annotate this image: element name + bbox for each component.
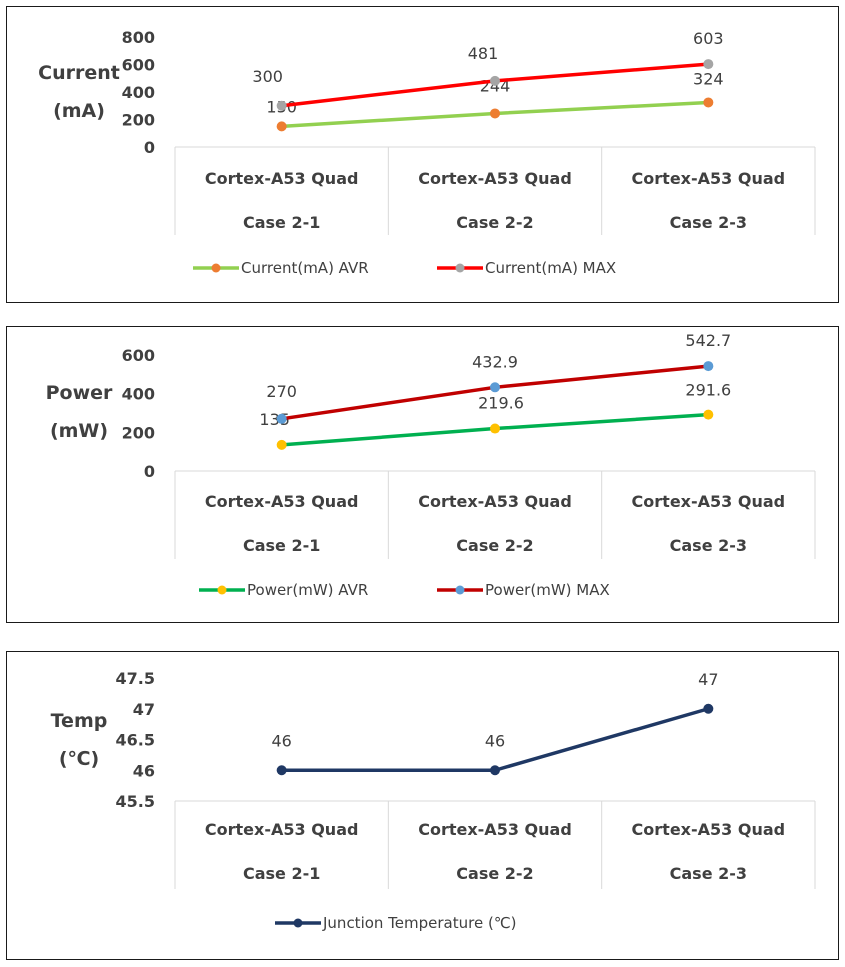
y-tick-label: 0 <box>144 462 155 481</box>
legend-label: Junction Temperature (℃) <box>322 914 517 932</box>
y-axis-title: Power <box>46 382 113 404</box>
y-tick-label: 600 <box>122 346 155 365</box>
legend-marker <box>293 918 303 928</box>
data-label: 603 <box>693 29 724 48</box>
power-line-chart: Power (mW) 0 200 400 600 Cortex-A53 Quad Case 2… <box>46 331 816 599</box>
data-point <box>276 121 287 132</box>
category-label: Cortex-A53 Quad <box>632 820 786 839</box>
category-label: Case 2-1 <box>243 536 320 555</box>
data-point <box>276 413 287 424</box>
category-label: Case 2-3 <box>670 536 747 555</box>
legend-label: Power(mW) MAX <box>485 581 610 599</box>
legend-label: Power(mW) AVR <box>247 581 368 599</box>
current-line-chart: Current (mA) 0 200 400 600 800 Cortex-A53 Quad C… <box>38 28 816 277</box>
data-point <box>276 100 287 111</box>
data-label: 270 <box>266 382 297 401</box>
category-label: Cortex-A53 Quad <box>205 820 359 839</box>
legend-label: Current(mA) MAX <box>485 259 616 277</box>
category-label: Case 2-3 <box>670 864 747 883</box>
y-tick-label: 800 <box>122 28 155 47</box>
data-label: 542.7 <box>685 331 731 350</box>
legend-marker <box>455 585 465 595</box>
data-point <box>703 361 714 372</box>
category-label: Case 2-1 <box>243 864 320 883</box>
y-tick-label: 200 <box>122 423 155 442</box>
y-tick-label: 400 <box>122 385 155 404</box>
data-point <box>490 75 500 86</box>
y-tick-label: 46.5 <box>116 731 155 750</box>
data-label: 47 <box>698 670 718 689</box>
data-point <box>276 765 287 776</box>
legend-marker <box>211 263 221 273</box>
category-label: Cortex-A53 Quad <box>205 169 359 188</box>
category-label: Cortex-A53 Quad <box>418 820 572 839</box>
y-axis-title: (mA) <box>53 100 105 122</box>
data-label: 324 <box>693 69 724 88</box>
legend-marker <box>455 263 465 273</box>
y-tick-label: 47.5 <box>116 669 155 688</box>
temperature-chart-panel: Temp (℃) 45.5 46 46.5 47 47.5 Cortex-A53 Quad Ca… <box>6 651 839 960</box>
y-axis-title: Current <box>38 62 120 84</box>
data-point <box>703 703 714 714</box>
category-label: Case 2-3 <box>670 213 747 232</box>
category-label: Cortex-A53 Quad <box>418 492 572 511</box>
data-label: 219.6 <box>478 394 524 413</box>
category-label: Cortex-A53 Quad <box>205 492 359 511</box>
data-label: 300 <box>252 67 283 86</box>
y-axis-title: (℃) <box>59 748 99 770</box>
data-point <box>490 108 500 119</box>
data-point <box>490 423 500 434</box>
data-label: 291.6 <box>685 381 731 400</box>
data-label: 432.9 <box>472 352 518 371</box>
power-chart-panel: Power (mW) 0 200 400 600 Cortex-A53 Quad Case 2… <box>6 326 839 623</box>
category-label: Case 2-2 <box>456 536 533 555</box>
category-label: Case 2-2 <box>456 864 533 883</box>
data-point <box>276 439 287 450</box>
y-tick-label: 45.5 <box>116 792 155 811</box>
y-tick-label: 600 <box>122 56 155 75</box>
category-label: Cortex-A53 Quad <box>418 169 572 188</box>
legend-label: Current(mA) AVR <box>241 259 369 277</box>
category-label: Cortex-A53 Quad <box>632 169 786 188</box>
y-tick-label: 400 <box>122 83 155 102</box>
data-point <box>490 765 500 776</box>
data-point <box>703 409 714 420</box>
temperature-line-chart: Temp (℃) 45.5 46 46.5 47 47.5 Cortex-A53 Quad Ca… <box>51 669 816 932</box>
data-point <box>703 97 714 108</box>
y-tick-label: 200 <box>122 111 155 130</box>
y-axis-title: (mW) <box>50 420 108 442</box>
y-tick-label: 47 <box>133 700 155 719</box>
category-label: Cortex-A53 Quad <box>632 492 786 511</box>
data-label: 46 <box>271 731 291 750</box>
data-point <box>703 59 714 70</box>
category-label: Case 2-2 <box>456 213 533 232</box>
data-label: 46 <box>485 731 505 750</box>
y-tick-label: 46 <box>133 761 155 780</box>
data-point <box>490 382 500 393</box>
current-chart-panel: Current (mA) 0 200 400 600 800 Cortex-A53 Quad C… <box>6 6 839 303</box>
legend-marker <box>217 585 227 595</box>
data-label: 481 <box>468 44 499 63</box>
category-label: Case 2-1 <box>243 213 320 232</box>
y-axis-title: Temp <box>51 710 108 732</box>
y-tick-label: 0 <box>144 138 155 157</box>
